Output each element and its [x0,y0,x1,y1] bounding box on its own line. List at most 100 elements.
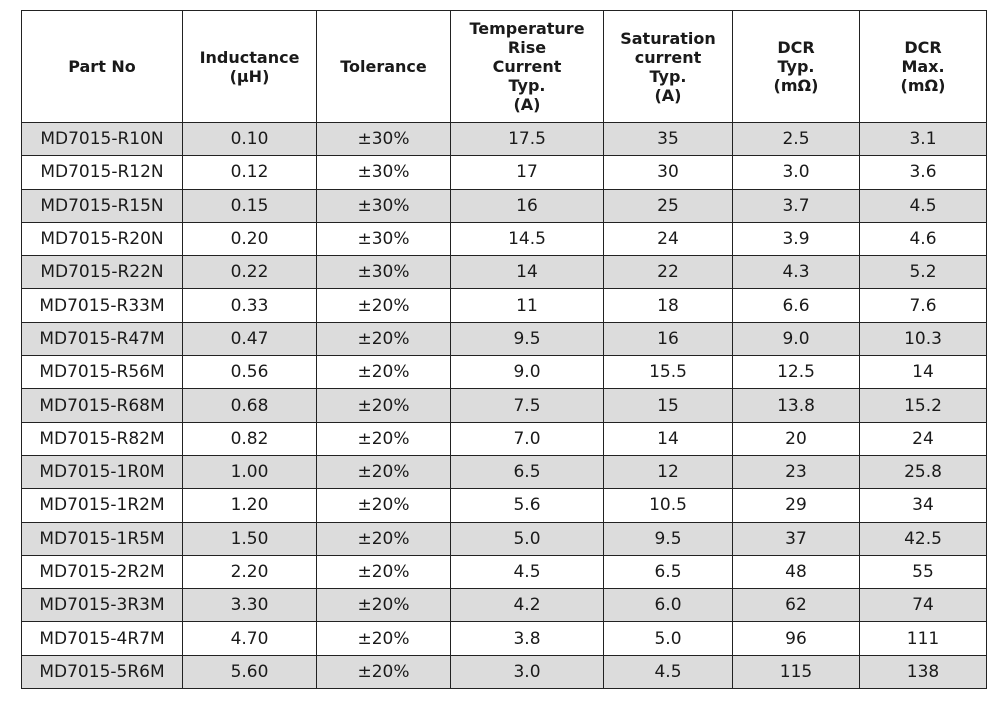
cell-dcr-max: 74 [859,588,987,623]
cell-dcr-typ: 3.9 [732,221,860,257]
cell-dcr-max: 55 [859,554,987,590]
cell-part-no: MD7015-R47M [21,321,183,357]
column-header-line: (A) [654,85,682,105]
cell-dcr-max: 111 [859,621,987,656]
cell-dcr-typ: 3.7 [732,188,860,223]
cell-tolerance: ±20% [316,288,451,323]
cell-saturation-current: 12 [603,454,733,490]
cell-saturation-current: 15 [603,388,733,423]
cell-saturation-current: 14 [603,421,733,456]
cell-dcr-typ: 6.6 [732,288,860,323]
table-row: MD7015-R56M 0.56 ±20% 9.0 15.5 12.5 14 [21,355,987,390]
table-row: MD7015-R47M 0.47 ±20% 9.5 16 9.0 10.3 [21,321,987,357]
table-body: MD7015-R10N 0.10 ±30% 17.5 35 2.5 3.1 MD7015-R1… [21,121,987,690]
cell-dcr-typ: 2.5 [732,121,860,157]
cell-part-no: MD7015-R20N [21,221,183,257]
column-header-line: (A) [513,95,541,114]
table-row: MD7015-1R5M 1.50 ±20% 5.0 9.5 37 42.5 [21,521,987,556]
cell-part-no: MD7015-R22N [21,255,183,290]
table-row: MD7015-R33M 0.33 ±20% 11 18 6.6 7.6 [21,288,987,323]
cell-dcr-max: 15.2 [859,388,987,423]
cell-inductance: 4.70 [182,621,317,656]
table-row: MD7015-R10N 0.10 ±30% 17.5 35 2.5 3.1 [21,121,987,157]
table-row: MD7015-R20N 0.20 ±30% 14.5 24 3.9 4.6 [21,221,987,257]
cell-temp-rise-current: 6.5 [450,454,604,490]
cell-temp-rise-current: 9.0 [450,355,604,390]
column-header-line: Typ. [649,66,687,86]
cell-inductance: 3.30 [182,588,317,623]
cell-part-no: MD7015-1R2M [21,488,183,523]
cell-dcr-max: 3.6 [859,155,987,190]
cell-dcr-typ: 20 [732,421,860,456]
cell-part-no: MD7015-1R5M [21,521,183,556]
table-row: MD7015-5R6M 5.60 ±20% 3.0 4.5 115 138 [21,654,987,690]
cell-tolerance: ±20% [316,521,451,556]
cell-part-no: MD7015-1R0M [21,454,183,490]
cell-tolerance: ±20% [316,321,451,357]
column-header-inductance: Inductance (μH) [182,10,317,123]
cell-tolerance: ±30% [316,188,451,223]
cell-inductance: 0.15 [182,188,317,223]
cell-dcr-max: 24 [859,421,987,456]
cell-part-no: MD7015-R33M [21,288,183,323]
cell-dcr-max: 4.6 [859,221,987,257]
cell-dcr-max: 4.5 [859,188,987,223]
column-header-line: Current [492,57,562,76]
table-row: MD7015-R82M 0.82 ±20% 7.0 14 20 24 [21,421,987,456]
cell-dcr-typ: 62 [732,588,860,623]
cell-dcr-typ: 3.0 [732,155,860,190]
cell-tolerance: ±20% [316,588,451,623]
cell-dcr-max: 7.6 [859,288,987,323]
cell-inductance: 0.56 [182,355,317,390]
cell-tolerance: ±30% [316,121,451,157]
cell-inductance: 0.82 [182,421,317,456]
cell-saturation-current: 35 [603,121,733,157]
cell-dcr-max: 10.3 [859,321,987,357]
cell-saturation-current: 15.5 [603,355,733,390]
table-row: MD7015-R15N 0.15 ±30% 16 25 3.7 4.5 [21,188,987,223]
table-row: MD7015-4R7M 4.70 ±20% 3.8 5.0 96 111 [21,621,987,656]
table-row: MD7015-R22N 0.22 ±30% 14 22 4.3 5.2 [21,255,987,290]
cell-dcr-max: 5.2 [859,255,987,290]
cell-saturation-current: 10.5 [603,488,733,523]
cell-temp-rise-current: 3.8 [450,621,604,656]
table-row: MD7015-R68M 0.68 ±20% 7.5 15 13.8 15.2 [21,388,987,423]
cell-inductance: 5.60 [182,654,317,690]
cell-temp-rise-current: 3.0 [450,654,604,690]
table-row: MD7015-1R2M 1.20 ±20% 5.6 10.5 29 34 [21,488,987,523]
cell-dcr-typ: 9.0 [732,321,860,357]
column-header-line: (mΩ) [773,76,819,95]
cell-part-no: MD7015-4R7M [21,621,183,656]
cell-tolerance: ±20% [316,421,451,456]
cell-temp-rise-current: 14.5 [450,221,604,257]
cell-dcr-typ: 115 [732,654,860,690]
cell-dcr-max: 25.8 [859,454,987,490]
column-header-line: Tolerance [340,57,427,76]
cell-temp-rise-current: 17.5 [450,121,604,157]
cell-saturation-current: 16 [603,321,733,357]
cell-temp-rise-current: 14 [450,255,604,290]
cell-dcr-typ: 12.5 [732,355,860,390]
cell-temp-rise-current: 17 [450,155,604,190]
column-header-line: (mΩ) [900,76,946,95]
column-header-line: (μH) [229,66,270,86]
table-row: MD7015-R12N 0.12 ±30% 17 30 3.0 3.6 [21,155,987,190]
cell-tolerance: ±20% [316,554,451,590]
cell-inductance: 2.20 [182,554,317,590]
cell-temp-rise-current: 7.0 [450,421,604,456]
column-header-line: Max. [901,57,945,76]
cell-inductance: 1.20 [182,488,317,523]
cell-tolerance: ±20% [316,388,451,423]
cell-dcr-typ: 96 [732,621,860,656]
cell-part-no: MD7015-5R6M [21,654,183,690]
cell-temp-rise-current: 11 [450,288,604,323]
cell-part-no: MD7015-R82M [21,421,183,456]
column-header-line: Part No [68,57,136,76]
cell-tolerance: ±20% [316,488,451,523]
cell-part-no: MD7015-R10N [21,121,183,157]
cell-dcr-max: 14 [859,355,987,390]
cell-saturation-current: 4.5 [603,654,733,690]
cell-part-no: MD7015-R56M [21,355,183,390]
cell-temp-rise-current: 7.5 [450,388,604,423]
cell-temp-rise-current: 4.5 [450,554,604,590]
